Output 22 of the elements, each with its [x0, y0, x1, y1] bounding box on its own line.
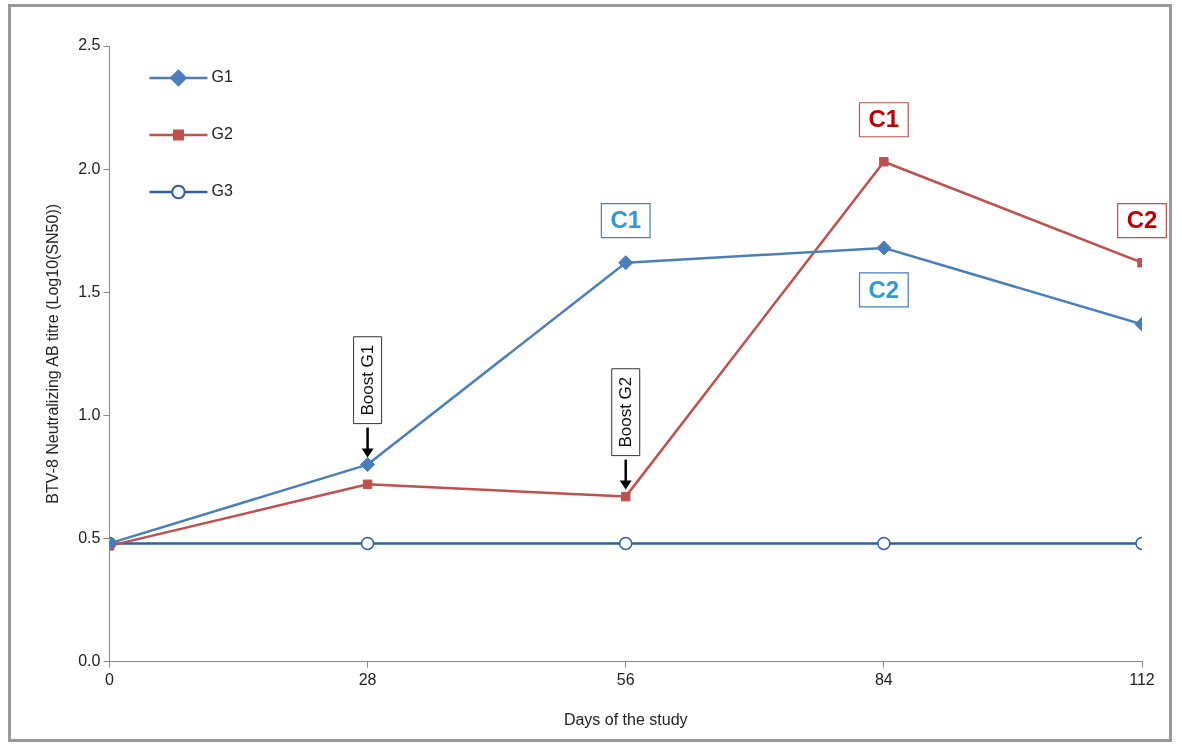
x-tick-label: 28 [358, 670, 377, 688]
annotation: Boost G2 [616, 376, 636, 448]
annotation: C1 [610, 206, 642, 234]
annotation: C2 [868, 275, 900, 303]
annotation: C2 [1126, 206, 1158, 234]
x-tick-label: 0 [104, 670, 114, 688]
x-tick-label: 112 [1129, 670, 1155, 688]
y-tick-label: 0.0 [78, 652, 101, 670]
y-tick-label: 0.5 [78, 528, 101, 546]
x-tick-label: 84 [874, 670, 893, 688]
y-tick-label: 1.5 [78, 282, 101, 300]
x-axis-title: Days of the study [563, 710, 688, 728]
legend-label: G3 [211, 182, 233, 200]
y-axis-title: BTV-8 Neutralizing AB titre (Log10(SN50)) [44, 203, 62, 504]
legend-label: G1 [211, 68, 233, 86]
annotation: Boost G1 [358, 344, 378, 416]
legend-label: G2 [211, 125, 233, 143]
y-tick-label: 2.5 [78, 36, 101, 54]
x-tick-label: 56 [616, 670, 635, 688]
y-tick-label: 2.0 [78, 159, 101, 177]
y-tick-label: 1.0 [78, 405, 101, 423]
annotation: C1 [868, 105, 900, 133]
